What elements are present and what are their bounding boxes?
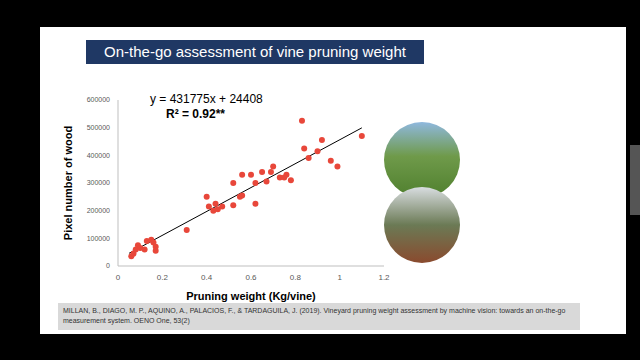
svg-text:Pixel number of wood: Pixel number of wood <box>62 126 74 240</box>
svg-text:0.6: 0.6 <box>245 273 257 282</box>
html-text:R² = 0.92**: R² = 0.92** <box>166 107 225 121</box>
svg-text:0.2: 0.2 <box>157 273 169 282</box>
svg-text:1: 1 <box>337 273 342 282</box>
svg-text:100000: 100000 <box>87 235 110 242</box>
svg-text:400000: 400000 <box>87 152 110 159</box>
html-text:On-the-go assessment of vine p: On-the-go assessment of vine pruning wei… <box>104 43 406 60</box>
svg-text:Pruning weight (Kg/vine): Pruning weight (Kg/vine) <box>186 290 316 302</box>
svg-text:0.4: 0.4 <box>201 273 213 282</box>
svg-text:300000: 300000 <box>87 179 110 186</box>
svg-text:0.8: 0.8 <box>290 273 302 282</box>
svg-text:500000: 500000 <box>87 124 110 131</box>
svg-text:600000: 600000 <box>87 96 110 103</box>
svg-text:0: 0 <box>116 273 121 282</box>
html-text:y = 431775x + 24408: y = 431775x + 24408 <box>150 92 263 106</box>
svg-text:0: 0 <box>106 262 110 269</box>
svg-text:1.2: 1.2 <box>378 273 390 282</box>
svg-text:200000: 200000 <box>87 207 110 214</box>
html-text:MILLAN, B., DIAGO, M. P., AQUI: MILLAN, B., DIAGO, M. P., AQUINO, A., PA… <box>63 307 566 324</box>
